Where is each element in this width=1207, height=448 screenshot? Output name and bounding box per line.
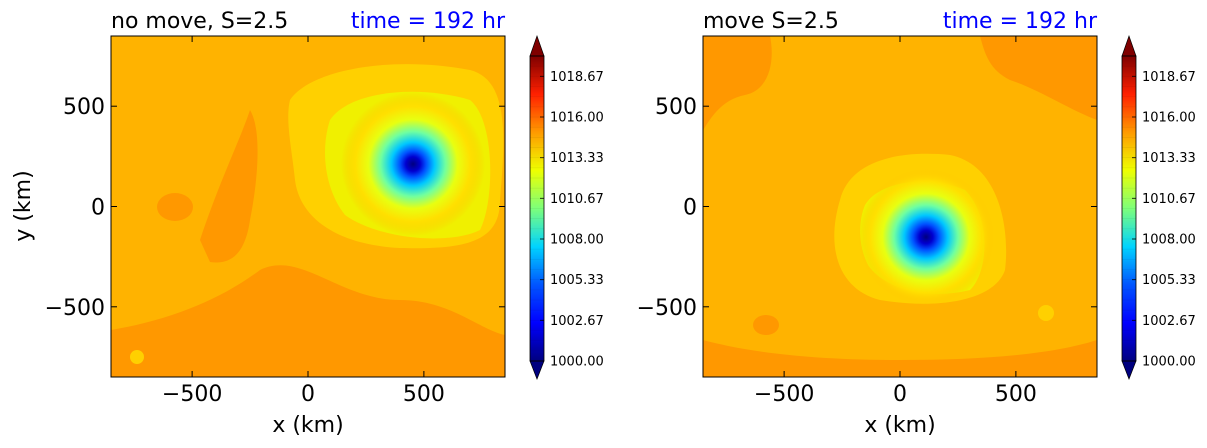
y-tick-label: 500 [655, 95, 697, 120]
colorbar-tick-label: 1008.00 [550, 233, 604, 248]
panel-left-xlabel: x (km) [272, 413, 343, 438]
x-tick-label: 0 [301, 382, 315, 407]
panel-right-field [703, 36, 1097, 377]
colorbar-tick-label: 1010.67 [1142, 192, 1196, 207]
panel-left-field [111, 36, 505, 377]
panel-left-colorbar: 1000.00 1002.67 1005.33 1008.00 1010.67 1013.… [529, 34, 604, 380]
panel-left-time: time = 192 hr [351, 9, 506, 34]
panel-right-time: time = 192 hr [943, 9, 1098, 34]
panel-right-title: move S=2.5 [703, 9, 839, 34]
x-tick-label: −500 [754, 382, 814, 407]
y-tick-label: −500 [45, 296, 105, 321]
panel-left-tongue [200, 110, 258, 263]
panel-right-nw-region [703, 36, 772, 130]
colorbar-tick-label: 1013.33 [550, 151, 604, 166]
panel-left-title: no move, S=2.5 [111, 9, 288, 34]
colorbar-tick-label: 1002.67 [1142, 314, 1196, 329]
colorbar-left-bottom-arrow [529, 360, 545, 380]
panel-right-low [858, 169, 994, 305]
colorbar-tick-label: 1018.67 [1142, 70, 1196, 85]
colorbar-left-top-arrow [529, 34, 545, 57]
colorbar-left-body [530, 56, 544, 361]
colorbar-right-bottom-arrow [1121, 360, 1137, 380]
panel-right-south-band [703, 340, 1097, 377]
colorbar-tick-label: 1005.33 [1142, 273, 1196, 288]
panel-left: no move, S=2.5 time = 192 hr −500 0 500−50… [11, 9, 604, 438]
y-tick-label: −500 [637, 296, 697, 321]
panel-right-xlabel: x (km) [864, 413, 935, 438]
colorbar-left-ticks: 1000.00 1002.67 1005.33 1008.00 1010.67 1013.… [530, 65, 604, 370]
colorbar-tick-label: 1016.00 [550, 111, 604, 126]
panel-left-small-circle [130, 350, 144, 364]
panel-right-ne-region [980, 36, 1097, 120]
colorbar-tick-label: 1000.00 [550, 355, 604, 370]
y-tick-label: 0 [91, 196, 105, 221]
x-tick-label: −500 [162, 382, 222, 407]
panel-left-low-band [111, 265, 505, 377]
colorbar-tick-label: 1005.33 [550, 273, 604, 288]
panel-right-blob [753, 315, 779, 335]
colorbar-tick-label: 1008.00 [1142, 233, 1196, 248]
y-tick-label: 500 [63, 95, 105, 120]
panel-left-axes: −500 0 500 −500 0 500 [45, 36, 505, 407]
panel-right: move S=2.5 time = 192 hr −500 0 500 −500 0 50… [637, 9, 1196, 438]
panel-left-blob [157, 193, 193, 221]
panel-right-axes: −500 0 500 −500 0 500 [637, 36, 1097, 407]
colorbar-right-top-arrow [1121, 34, 1137, 57]
colorbar-tick-label: 1002.67 [550, 314, 604, 329]
y-tick-label: 0 [683, 196, 697, 221]
colorbar-tick-label: 1000.00 [1142, 355, 1196, 370]
colorbar-tick-label: 1016.00 [1142, 111, 1196, 126]
panel-right-colorbar: 1000.00 1002.67 1005.33 1008.00 1010.67 1013.… [1121, 34, 1196, 380]
panel-left-low [341, 92, 485, 236]
panel-right-small-circle [1038, 305, 1054, 321]
colorbar-tick-label: 1013.33 [1142, 151, 1196, 166]
panel-left-ylabel: y (km) [11, 170, 36, 241]
x-tick-label: 500 [403, 382, 445, 407]
x-tick-label: 0 [893, 382, 907, 407]
colorbar-tick-label: 1010.67 [550, 192, 604, 207]
x-tick-label: 500 [995, 382, 1037, 407]
colorbar-right-ticks: 1000.00 1002.67 1005.33 1008.00 1010.67 1013.… [1122, 65, 1196, 370]
colorbar-tick-label: 1018.67 [550, 70, 604, 85]
colorbar-right-body [1122, 56, 1136, 361]
